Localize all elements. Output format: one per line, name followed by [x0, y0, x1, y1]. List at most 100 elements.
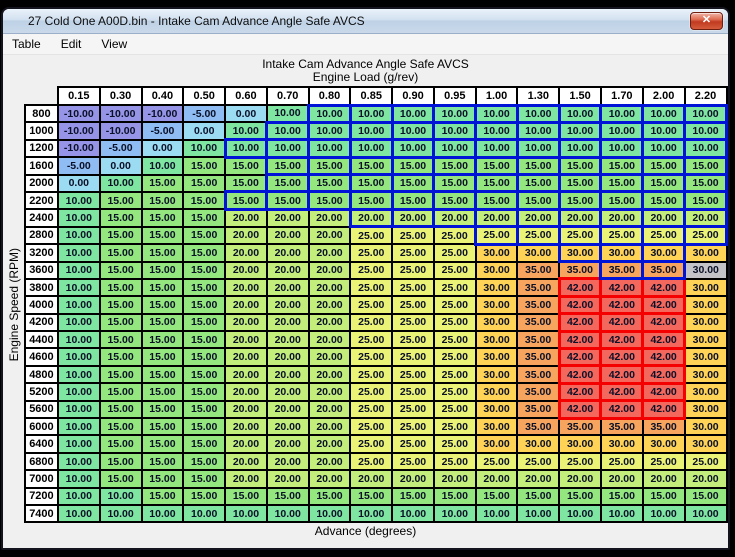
table-cell[interactable]: 20.00 — [265, 347, 310, 367]
table-cell[interactable]: -5.00 — [140, 121, 185, 141]
table-cell[interactable]: 10.00 — [98, 486, 143, 507]
table-cell[interactable]: 15.00 — [98, 382, 143, 402]
table-cell[interactable]: 15.00 — [599, 173, 645, 194]
table-cell[interactable]: 15.00 — [265, 155, 311, 177]
table-cell[interactable]: 15.00 — [599, 486, 644, 507]
table-cell[interactable]: 35.00 — [641, 259, 686, 281]
table-cell[interactable]: 15.00 — [182, 208, 227, 228]
table-cell[interactable]: 25.00 — [391, 243, 435, 263]
table-cell[interactable]: 25.00 — [391, 277, 435, 298]
table-cell[interactable]: 20.00 — [474, 469, 519, 489]
table-cell[interactable]: 10.00 — [182, 503, 227, 524]
table-cell[interactable]: 10.00 — [474, 103, 519, 124]
table-cell[interactable]: 15.00 — [140, 312, 185, 333]
table-cell[interactable]: 15.00 — [641, 155, 686, 177]
table-cell[interactable]: 20.00 — [265, 417, 310, 437]
table-cell[interactable]: 10.00 — [599, 120, 645, 142]
table-cell[interactable]: 10.00 — [265, 120, 311, 142]
table-cell[interactable]: 20.00 — [307, 382, 352, 402]
table-cell[interactable]: 20.00 — [390, 207, 436, 229]
table-cell[interactable]: 10.00 — [432, 138, 478, 159]
table-cell[interactable]: 25.00 — [349, 277, 394, 298]
table-cell[interactable]: 15.00 — [182, 399, 227, 420]
table-cell[interactable]: 15.00 — [140, 208, 185, 228]
close-button[interactable]: ✕ — [690, 12, 723, 30]
table-cell[interactable]: 20.00 — [224, 382, 268, 402]
titlebar[interactable]: 27 Cold One A00D.bin - Intake Cam Advanc… — [3, 9, 728, 34]
table-cell[interactable]: 15.00 — [98, 295, 143, 315]
table-cell[interactable]: 20.00 — [641, 469, 686, 489]
table-cell[interactable]: 20.00 — [224, 434, 268, 454]
table-cell[interactable]: 10.00 — [683, 120, 728, 142]
table-cell[interactable]: 10.00 — [683, 138, 728, 159]
table-cell[interactable]: 15.00 — [557, 155, 603, 177]
table-cell[interactable]: 20.00 — [265, 260, 310, 280]
table-cell[interactable]: -5.00 — [98, 138, 143, 159]
table-cell[interactable]: 35.00 — [516, 277, 561, 298]
table-cell[interactable]: 25.00 — [391, 347, 435, 367]
table-cell[interactable]: 15.00 — [140, 434, 185, 454]
table-cell[interactable]: 15.00 — [140, 469, 185, 489]
table-cell[interactable]: 20.00 — [307, 225, 352, 246]
table-cell[interactable]: 20.00 — [307, 417, 352, 437]
table-cell[interactable]: 42.00 — [557, 364, 603, 385]
table-cell[interactable]: 15.00 — [224, 156, 268, 176]
table-cell[interactable]: 25.00 — [391, 330, 435, 350]
table-cell[interactable]: 15.00 — [390, 190, 436, 211]
table-cell[interactable]: 15.00 — [140, 451, 185, 472]
table-cell[interactable]: 15.00 — [599, 190, 645, 211]
table-cell[interactable]: 10.00 — [641, 138, 686, 159]
table-cell[interactable]: 15.00 — [182, 312, 227, 333]
table-cell[interactable]: 15.00 — [474, 190, 519, 211]
table-cell[interactable]: 10.00 — [56, 260, 101, 280]
table-cell[interactable]: 10.00 — [390, 120, 436, 142]
table-cell[interactable]: 15.00 — [98, 277, 143, 298]
table-cell[interactable]: 10.00 — [641, 120, 686, 142]
table-cell[interactable]: 25.00 — [391, 417, 435, 437]
table-cell[interactable]: 35.00 — [516, 347, 561, 367]
table-cell[interactable]: 35.00 — [599, 417, 644, 437]
table-cell[interactable]: 20.00 — [474, 207, 519, 229]
table-cell[interactable]: 30.00 — [474, 434, 519, 454]
table-cell[interactable]: 30.00 — [683, 277, 728, 298]
table-cell[interactable]: 10.00 — [641, 503, 686, 524]
table-cell[interactable]: 20.00 — [265, 434, 310, 454]
table-cell[interactable]: -10.00 — [98, 121, 143, 141]
table-cell[interactable]: 25.00 — [349, 364, 394, 385]
table-cell[interactable]: 15.00 — [224, 173, 268, 193]
table-cell[interactable]: 30.00 — [474, 243, 519, 263]
table-cell[interactable]: 20.00 — [265, 382, 310, 402]
table-cell[interactable]: -5.00 — [56, 156, 101, 176]
table-cell[interactable]: 20.00 — [265, 295, 310, 315]
table-cell[interactable]: 15.00 — [140, 382, 185, 402]
table-cell[interactable]: 15.00 — [223, 190, 269, 211]
table-cell[interactable]: 20.00 — [307, 364, 352, 385]
table-cell[interactable]: 35.00 — [558, 260, 602, 280]
table-cell[interactable]: 25.00 — [432, 243, 477, 263]
table-cell[interactable]: 20.00 — [307, 312, 352, 333]
table-cell[interactable]: 15.00 — [140, 417, 185, 437]
table-cell[interactable]: 20.00 — [307, 330, 352, 350]
table-cell[interactable]: 20.00 — [348, 207, 394, 229]
table-cell[interactable]: 15.00 — [140, 173, 185, 193]
table-cell[interactable]: 20.00 — [265, 312, 310, 333]
table-cell[interactable]: 10.00 — [56, 469, 101, 489]
table-cell[interactable]: 15.00 — [182, 295, 227, 315]
table-cell[interactable]: 30.00 — [599, 242, 645, 264]
table-cell[interactable]: 35.00 — [516, 312, 561, 333]
table-cell[interactable]: 25.00 — [599, 451, 644, 472]
table-cell[interactable]: 10.00 — [432, 120, 478, 142]
table-cell[interactable]: 20.00 — [307, 295, 352, 315]
table-cell[interactable]: 30.00 — [474, 382, 519, 402]
table-cell[interactable]: 20.00 — [224, 295, 268, 315]
table-cell[interactable]: 25.00 — [349, 312, 394, 333]
table-cell[interactable]: 25.00 — [432, 260, 477, 280]
table-cell[interactable]: 25.00 — [516, 451, 561, 472]
table-cell[interactable]: 42.00 — [599, 364, 645, 385]
table-cell[interactable]: 30.00 — [474, 330, 519, 350]
table-cell[interactable]: 25.00 — [474, 451, 519, 472]
table-cell[interactable]: 20.00 — [307, 208, 352, 228]
table-cell[interactable]: 25.00 — [391, 260, 435, 280]
table-cell[interactable]: 15.00 — [641, 173, 686, 194]
table-cell[interactable]: 15.00 — [182, 469, 227, 489]
